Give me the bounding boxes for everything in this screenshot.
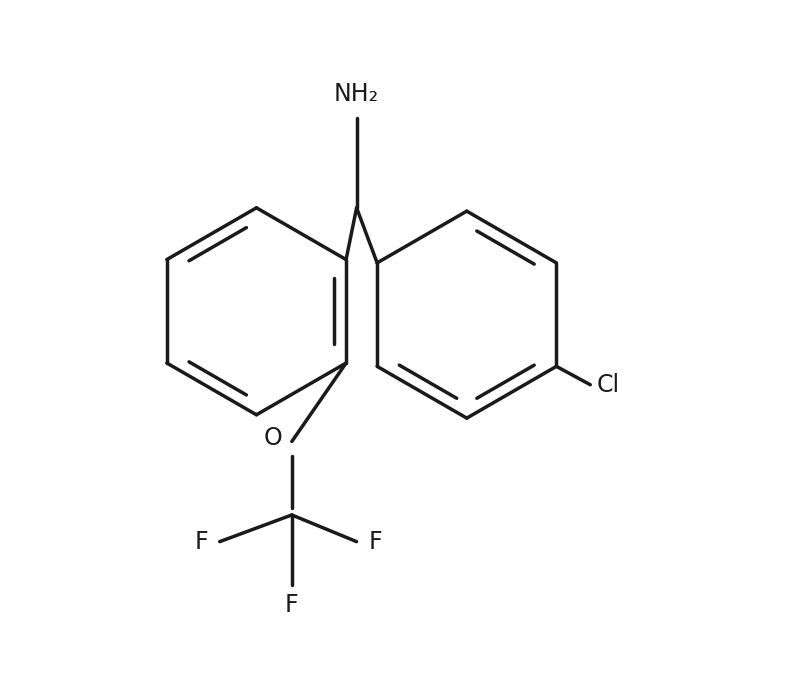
Text: F: F: [285, 593, 298, 617]
Text: Cl: Cl: [597, 372, 620, 397]
Text: NH₂: NH₂: [334, 82, 379, 105]
Text: F: F: [194, 529, 208, 554]
Text: O: O: [264, 426, 282, 450]
Text: F: F: [369, 529, 382, 554]
